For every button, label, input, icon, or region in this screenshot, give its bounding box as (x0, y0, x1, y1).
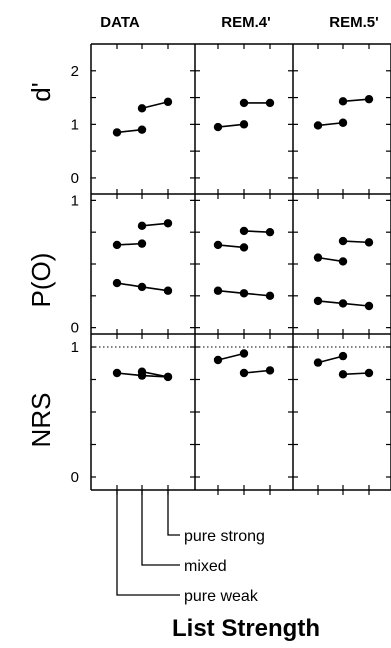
series-line (217, 244, 245, 249)
data-point (364, 368, 374, 378)
data-point (313, 253, 323, 262)
data-point (137, 104, 147, 113)
data-point (163, 219, 173, 228)
data-point (239, 243, 249, 252)
row-label-po: P(O) (26, 253, 56, 308)
data-point (364, 94, 374, 104)
y-tick-label: 1 (71, 116, 79, 133)
data-point (112, 368, 122, 378)
data-point (313, 358, 323, 367)
row-label-dprime: d' (26, 82, 56, 101)
legend-label-pure-strong: pure strong (184, 528, 265, 545)
data-point (265, 98, 275, 108)
data-point (112, 278, 122, 288)
legend-bracket-pure-strong (167, 490, 180, 536)
data-point (364, 301, 374, 311)
panel-ticks (91, 44, 391, 495)
data-point (163, 97, 173, 107)
data-point (313, 296, 323, 306)
y-tick-label: 0 (71, 320, 79, 337)
data-point (338, 299, 348, 308)
data-point (137, 282, 147, 292)
row-label-nrs: NRS (26, 393, 56, 448)
data-point (137, 239, 147, 248)
data-point (213, 286, 223, 295)
series-line (342, 98, 370, 103)
series-line (342, 240, 370, 244)
data-point (213, 122, 223, 132)
series-line (342, 372, 370, 376)
data-point (137, 221, 147, 231)
column-titles: DATA REM.4' REM.5' (100, 14, 378, 31)
series-line (217, 352, 245, 361)
column-title-rem4: REM.4' (221, 14, 270, 31)
y-tick-label: 0 (71, 170, 79, 187)
data-point (239, 226, 249, 236)
data-point (338, 351, 348, 361)
series-line (317, 256, 344, 263)
series-line (243, 369, 271, 374)
legend-label-mixed: mixed (184, 558, 227, 575)
series-line (243, 230, 271, 233)
series-line (141, 101, 169, 110)
condition-legend: pure strong mixed pure weak (116, 490, 265, 605)
data-point (265, 227, 275, 237)
series-line (141, 222, 169, 227)
data-point (265, 291, 275, 301)
data-point (239, 120, 249, 129)
data-point (213, 240, 223, 250)
y-tick-label: 0 (71, 469, 79, 486)
data-point (265, 366, 275, 375)
data-point (239, 368, 249, 378)
legend-bracket-mixed (141, 490, 180, 566)
data-point (338, 370, 348, 379)
data-point (338, 236, 348, 246)
data-point (338, 97, 348, 106)
data-point (163, 286, 173, 295)
series-line (141, 370, 169, 378)
data-point (213, 355, 223, 365)
data-point (338, 257, 348, 266)
data-point (239, 289, 249, 298)
y-tick-label: 1 (71, 192, 79, 209)
panel-grid (90, 43, 391, 491)
y-tick-label: 2 (71, 63, 79, 80)
data-point (112, 240, 122, 250)
data-point (364, 238, 374, 247)
data-point (239, 98, 249, 108)
x-axis-title: List Strength (172, 615, 320, 642)
data-point (313, 121, 323, 130)
data-point (137, 367, 147, 376)
legend-label-pure-weak: pure weak (184, 588, 259, 605)
series-line (317, 355, 344, 364)
data-point (338, 118, 348, 127)
data-point (137, 125, 147, 134)
data-series (112, 94, 374, 382)
data-point (163, 372, 173, 382)
legend-bracket-pure-weak (116, 490, 180, 596)
data-point (112, 128, 122, 137)
column-title-rem5: REM.5' (329, 14, 378, 31)
y-tick-labels: 0 1 2 0 1 0 1 (71, 63, 79, 486)
data-point (239, 349, 249, 358)
series-line (217, 123, 245, 128)
row-labels: d' P(O) NRS (26, 82, 56, 447)
y-tick-label: 1 (71, 339, 79, 356)
column-title-data: DATA (100, 14, 140, 31)
